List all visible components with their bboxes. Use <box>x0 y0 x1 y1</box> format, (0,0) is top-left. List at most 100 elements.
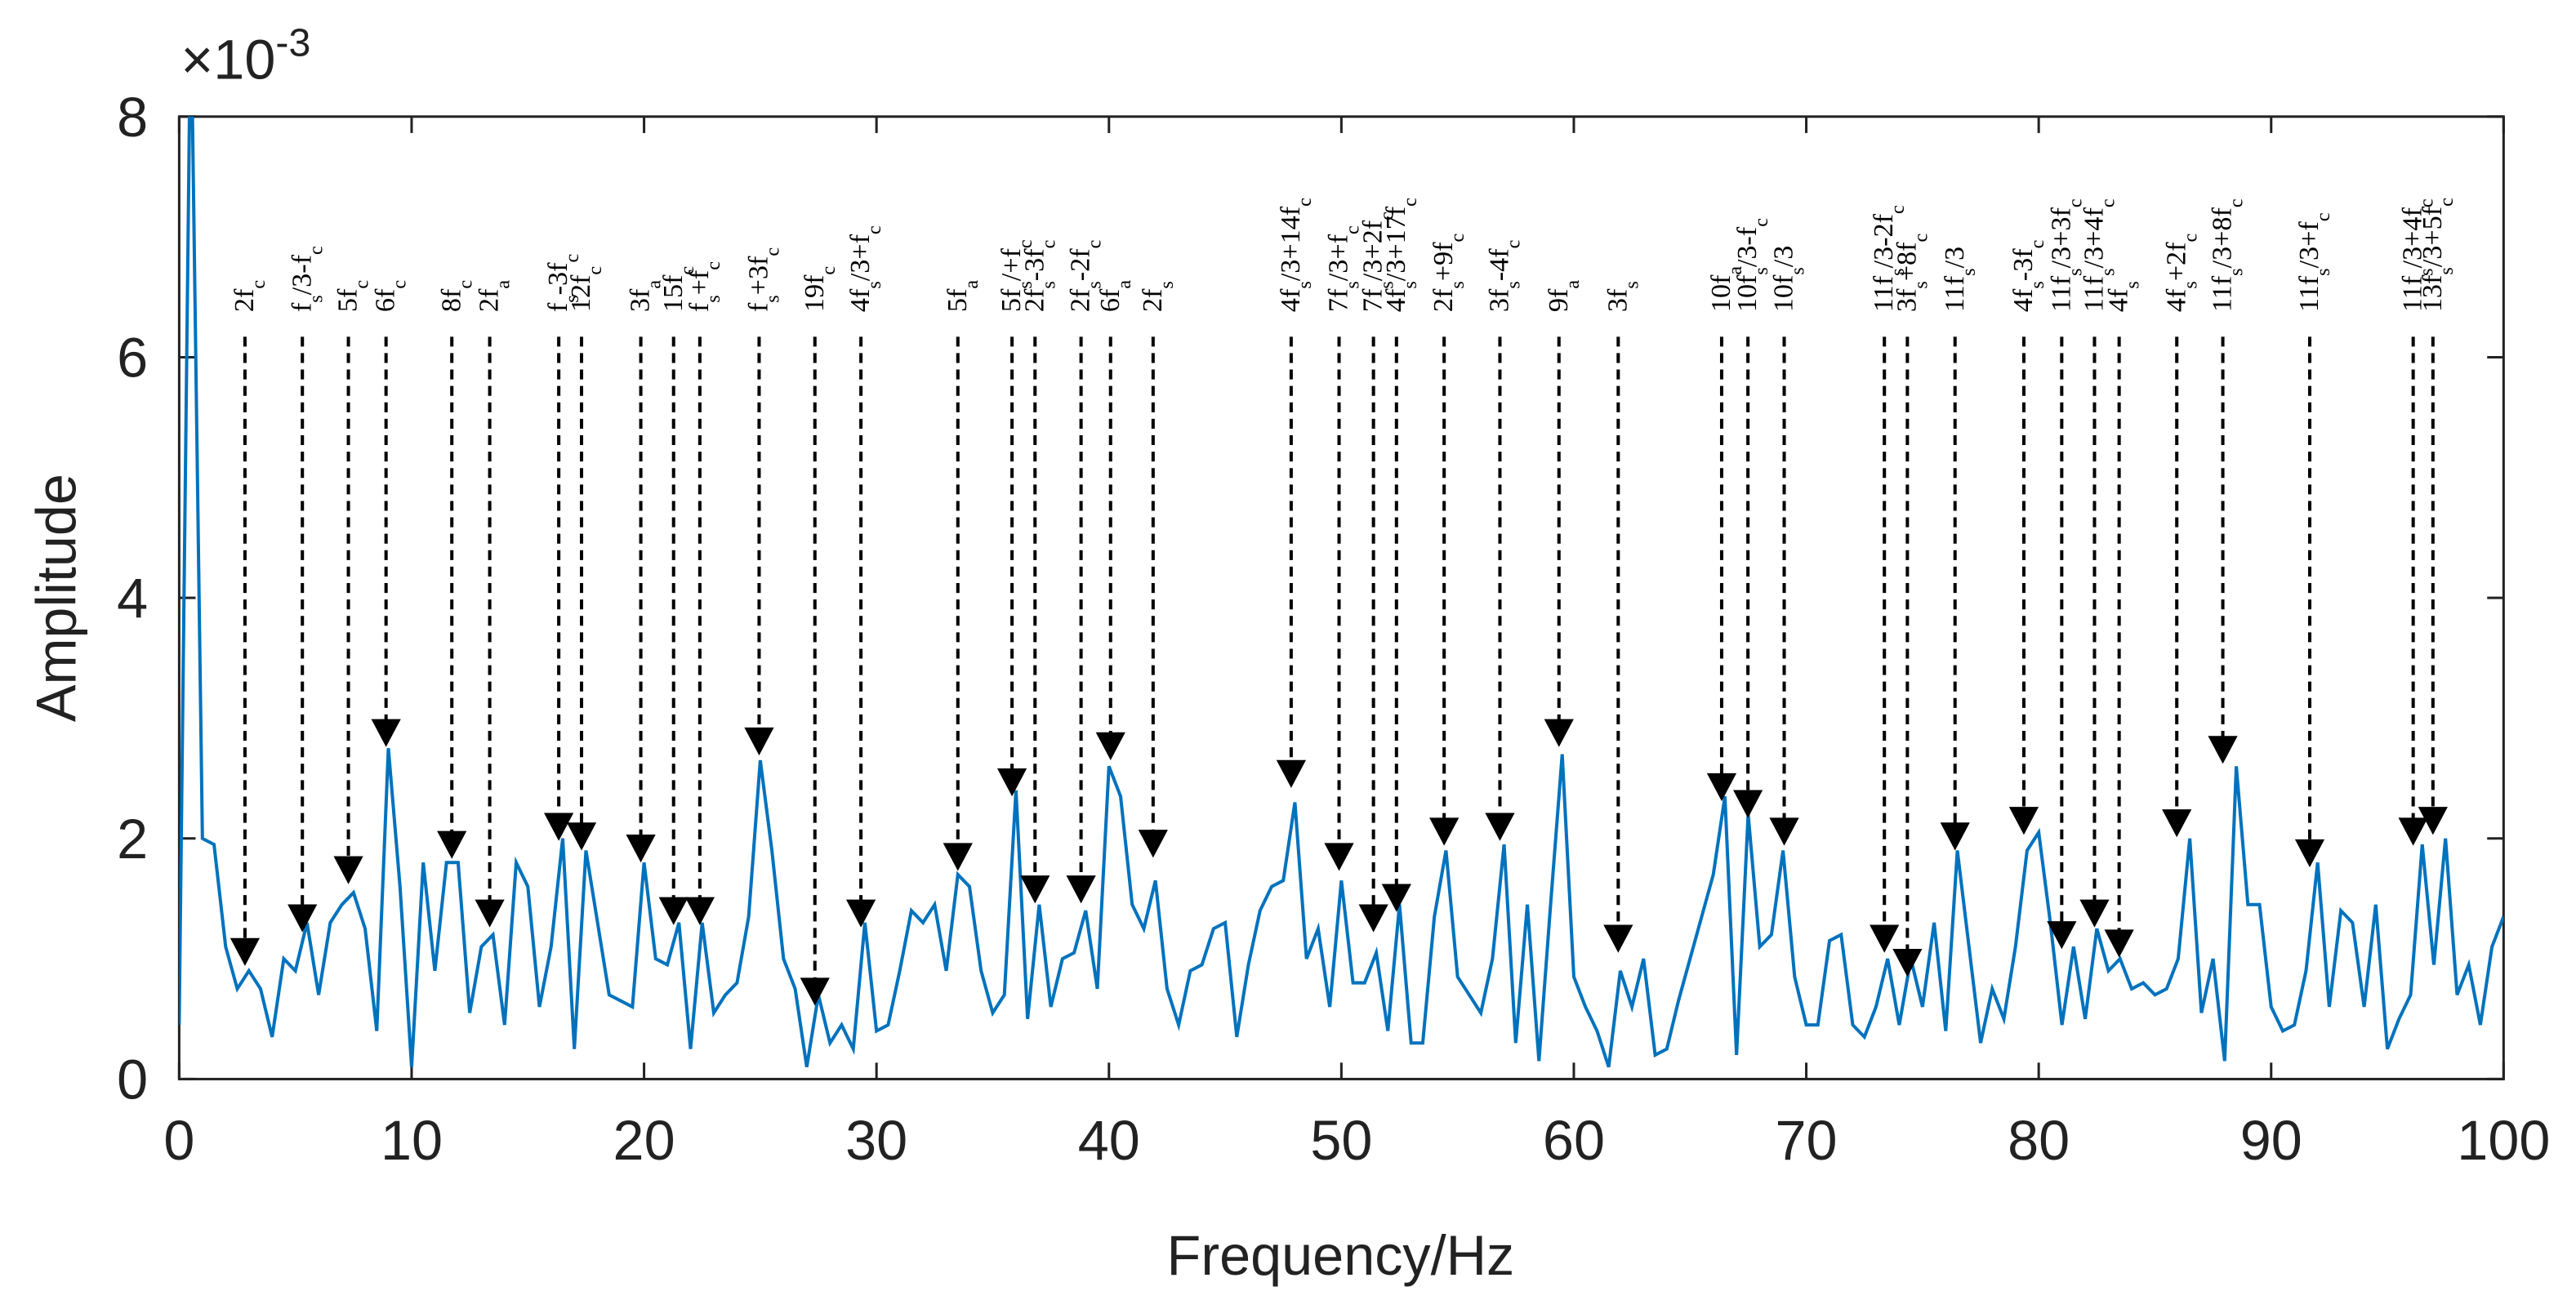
annotation-arrow-head <box>1892 948 1923 977</box>
annotation-label: 4fs <box>2104 281 2144 312</box>
annotation-subscript: s <box>1446 281 1468 288</box>
annotation-text: 2f <box>1019 288 1050 312</box>
annotation-subscript: s <box>1957 268 1979 275</box>
annotation-subscript: s <box>1341 281 1363 288</box>
annotation-arrow-head <box>1066 875 1096 904</box>
annotation-arrow-head <box>1358 904 1388 933</box>
annotation-subscript: a <box>492 280 514 289</box>
annotation-subscript: c <box>1887 205 1909 214</box>
annotation-text: f <box>744 302 774 312</box>
annotation-subscript: c <box>584 266 606 275</box>
annotation-text: +3f <box>744 256 774 295</box>
annotation-subscript: c <box>388 280 410 289</box>
annotation-label: 11fs/3+8fc <box>2208 198 2248 312</box>
annotation-label: 4fs-3fc <box>2008 240 2048 312</box>
annotation-text: 2f <box>230 288 260 312</box>
annotation-subscript: c <box>1502 240 1524 249</box>
x-tick-label: 60 <box>1543 1110 1605 1172</box>
annotation-text: 10f <box>1769 274 1799 312</box>
annotation-subscript: c <box>1375 211 1397 220</box>
annotation-arrow-head <box>1940 822 1970 851</box>
annotation-label: 15fc <box>658 266 698 312</box>
annotation-label: fs-3fc <box>543 254 583 312</box>
x-tick-label: 70 <box>1776 1110 1838 1172</box>
annotation-subscript: c <box>675 266 697 275</box>
y-multiplier: ×10-3 <box>180 20 310 91</box>
annotation-label: 5fs/+fc <box>996 239 1036 312</box>
annotation-text: 15f <box>658 274 689 312</box>
annotation-text: /3+4f <box>2079 207 2110 268</box>
annotation-text: f <box>684 302 715 312</box>
annotation-arrow-head <box>800 977 830 1006</box>
annotation-arrow-head <box>2047 921 2077 950</box>
annotation-arrow-head <box>544 813 574 841</box>
annotation-arrow-head <box>2294 839 2325 868</box>
annotation-arrow-head <box>333 856 363 884</box>
annotation-label: 8fc <box>436 280 475 312</box>
annotation-arrow-head <box>943 843 973 871</box>
annotation-subscript: s <box>1014 281 1036 288</box>
annotation-label: 19fc <box>800 266 840 312</box>
annotation-text: +f <box>684 269 715 295</box>
annotation-arrow-head <box>1603 924 1633 953</box>
annotation-label: 3fs-4fc <box>1485 240 1525 312</box>
annotation-label: 6fa <box>1095 280 1135 312</box>
annotation-subscript: s <box>2312 268 2334 275</box>
annotation-subscript: c <box>2064 198 2086 207</box>
annotation-label: 10fa <box>1706 266 1746 313</box>
annotation-subscript: s <box>2435 267 2457 274</box>
annotation-text: -3f <box>1019 248 1050 281</box>
annotation-text: /3+f <box>2294 221 2324 269</box>
multiplier-exponent: -3 <box>275 20 310 65</box>
annotation-subscript: a <box>643 280 665 289</box>
annotation-arrow-head <box>1485 813 1515 841</box>
annotation-subscript: s <box>2179 281 2201 288</box>
annotation-text: -3f <box>543 262 573 295</box>
annotation-subscript: c <box>1750 218 1772 227</box>
annotation-text: 2f <box>1428 288 1459 312</box>
annotation-text: 11f <box>1869 275 1899 312</box>
annotation-arrow-head <box>2208 736 2238 764</box>
annotation-subscript: c <box>761 247 783 256</box>
annotation-label: 4fs/3+17fc <box>1381 198 1421 312</box>
annotation-subscript: a <box>1724 266 1746 275</box>
annotation-arrow-head <box>744 727 774 756</box>
annotation-text: 13f <box>2418 274 2448 312</box>
annotation-subscript: c <box>1293 198 1315 207</box>
annotation-subscript: c <box>350 280 372 289</box>
annotation-text: 6f <box>1095 288 1125 312</box>
annotation-arrow-head <box>1769 817 1799 846</box>
annotation-subscript: s <box>305 295 327 302</box>
annotation-subscript: s <box>2026 281 2048 288</box>
annotation-text: 11f <box>2208 275 2238 312</box>
annotation-arrow-head <box>1706 772 1737 802</box>
annotation-text: /3+5f <box>2418 206 2448 267</box>
annotation-text: 2f <box>1066 288 1096 312</box>
annotation-label: 11fs/3-2fc <box>1869 205 1909 312</box>
annotation-subscript: a <box>1561 280 1583 289</box>
annotation-arrow-head <box>2079 899 2110 928</box>
annotation-text: /3+2f <box>1358 220 1388 281</box>
annotation-subscript: s <box>702 295 724 302</box>
annotation-arrow-head <box>2104 929 2134 958</box>
annotation-subscript: s <box>1502 281 1524 288</box>
annotation-text: -3f <box>2008 248 2039 281</box>
y-tick-label: 6 <box>117 327 148 390</box>
annotation-text: /3+4f <box>2398 207 2428 268</box>
annotation-subscript: s <box>1887 268 1909 275</box>
annotation-subscript: c <box>863 225 885 234</box>
annotation-text: 4f <box>2104 288 2134 312</box>
annotation-subscript: s <box>2064 268 2086 275</box>
annotation-text: 10f <box>1706 274 1736 312</box>
annotation-text: -2f <box>1066 248 1096 281</box>
annotation-subscript: s <box>1398 281 1420 288</box>
annotation-arrow-head <box>2162 809 2192 838</box>
annotation-subscript: s <box>1155 281 1177 288</box>
annotation-arrow-head <box>437 830 467 859</box>
annotation-text: 5f <box>333 288 363 312</box>
annotation-subscript: s <box>561 295 583 302</box>
annotation-label: 6fc <box>371 280 411 312</box>
annotation-subscript: c <box>1014 239 1036 248</box>
annotation-arrow-head <box>626 835 656 863</box>
